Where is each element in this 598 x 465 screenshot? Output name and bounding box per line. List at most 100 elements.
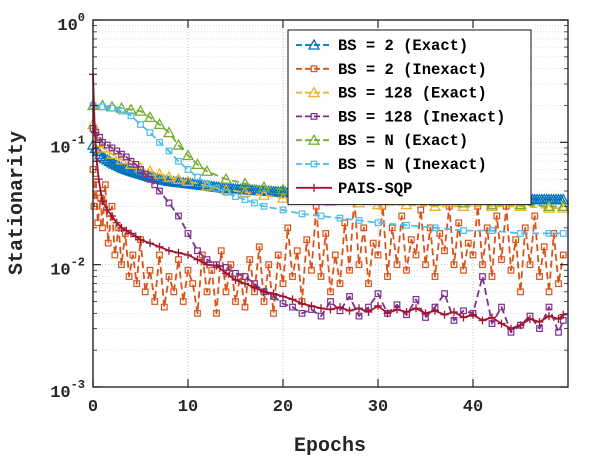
square-marker: [184, 230, 192, 237]
legend-entry-label: BS = 2 (Exact): [338, 37, 468, 55]
square-marker: [146, 175, 154, 183]
square-marker: [512, 236, 520, 244]
square-marker: [455, 219, 463, 227]
square-marker: [460, 227, 467, 234]
plus-marker: [288, 295, 297, 304]
square-marker: [388, 224, 396, 232]
square-marker: [336, 214, 344, 222]
square-marker: [555, 280, 562, 288]
square-marker: [436, 230, 444, 237]
square-marker: [241, 196, 249, 204]
plus-marker: [317, 304, 325, 313]
x-tick-label: 0: [88, 398, 98, 417]
plus-marker: [203, 260, 211, 269]
square-marker: [479, 261, 486, 269]
square-marker: [246, 256, 254, 264]
square-marker: [279, 300, 287, 308]
plus-marker: [250, 283, 259, 292]
square-marker: [151, 298, 159, 305]
series-line: [92, 124, 564, 209]
triangle-marker: [542, 199, 556, 211]
square-marker: [208, 266, 216, 274]
plus-marker: [212, 261, 221, 270]
square-marker: [526, 261, 534, 269]
axes-box: [92, 19, 569, 388]
triangle-marker: [191, 158, 204, 170]
square-marker: [175, 212, 182, 220]
square-marker: [222, 288, 230, 296]
square-marker: [327, 288, 334, 296]
triangle-marker: [162, 170, 176, 182]
square-marker: [137, 121, 144, 128]
square-marker: [384, 273, 391, 280]
triangle-marker: [143, 111, 157, 123]
plus-marker: [241, 279, 249, 288]
square-marker: [99, 224, 106, 232]
square-marker: [165, 273, 173, 280]
square-marker: [175, 157, 182, 165]
plus-marker: [516, 321, 525, 330]
plus-marker: [336, 303, 344, 312]
square-marker: [141, 170, 149, 178]
square-marker: [179, 298, 187, 305]
plus-marker: [526, 314, 534, 323]
square-marker: [203, 288, 211, 296]
square-marker: [270, 309, 277, 317]
square-marker: [310, 65, 318, 73]
triangle-marker: [181, 149, 195, 161]
square-marker: [241, 303, 249, 311]
plus-marker: [374, 301, 382, 310]
plus-marker: [497, 319, 506, 328]
square-marker: [545, 288, 553, 296]
square-marker: [493, 212, 501, 220]
plus-marker: [459, 313, 468, 322]
square-marker: [279, 206, 287, 214]
series-pais-sqp: [89, 70, 568, 333]
plus-marker: [184, 250, 192, 259]
square-marker: [232, 193, 239, 201]
square-marker: [184, 166, 192, 173]
square-marker: [488, 227, 496, 234]
triangle-marker: [103, 155, 116, 167]
square-marker: [412, 296, 420, 303]
plus-marker: [488, 313, 496, 322]
plus-marker: [136, 235, 145, 244]
triangle-marker: [134, 104, 147, 116]
square-marker: [559, 251, 567, 259]
square-marker: [189, 280, 197, 288]
square-marker: [170, 288, 178, 296]
triangle-marker: [110, 158, 123, 170]
square-marker: [417, 206, 425, 214]
square-marker: [298, 210, 306, 218]
legend-entry-label: BS = 128 (Inexact): [338, 108, 505, 126]
y-axis-title: Stationarity: [6, 131, 29, 275]
square-marker: [517, 288, 524, 296]
plus-marker: [279, 292, 287, 301]
plus-marker: [269, 289, 278, 298]
square-marker: [289, 273, 296, 280]
plus-marker: [450, 308, 458, 317]
triangle-marker: [105, 156, 119, 168]
square-marker: [310, 112, 318, 120]
square-marker: [374, 219, 382, 227]
square-marker: [122, 153, 130, 161]
square-marker: [308, 266, 315, 274]
square-marker: [460, 266, 467, 274]
triangle-marker: [124, 103, 138, 115]
square-marker: [165, 199, 173, 207]
axis-ticks: [92, 19, 568, 388]
plus-marker: [364, 308, 373, 317]
square-marker: [251, 199, 258, 207]
plus-marker: [431, 306, 439, 315]
plus-marker: [103, 205, 112, 214]
square-marker: [545, 230, 553, 237]
triangle-marker: [113, 160, 126, 172]
plus-marker: [478, 316, 487, 325]
plus-marker: [260, 287, 268, 296]
square-marker: [331, 251, 339, 259]
triangle-marker: [276, 191, 290, 203]
square-marker: [407, 236, 415, 244]
square-marker: [104, 239, 112, 247]
plus-marker: [402, 308, 411, 317]
